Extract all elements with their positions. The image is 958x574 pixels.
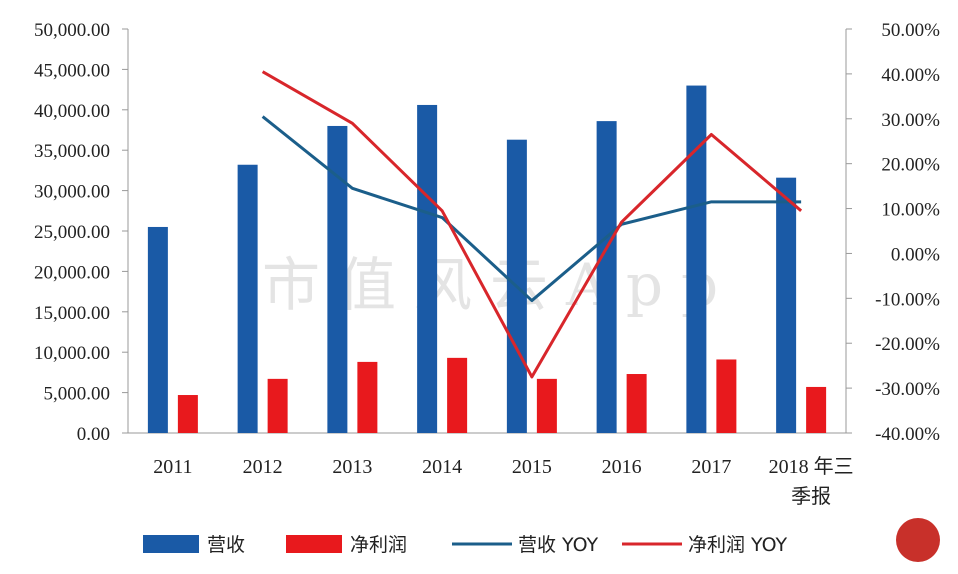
bar-净利润-2018 年三季报 — [806, 386, 827, 433]
x-tick-label: 2018 年三 — [769, 455, 854, 478]
right-tick-label: 50.00% — [881, 20, 940, 41]
chart-lines — [261, 70, 803, 379]
bar-营收-2011 — [147, 226, 168, 433]
x-tick-label: 2015 — [512, 456, 552, 478]
left-tick-label: 10,000.00 — [34, 343, 110, 364]
right-tick-label: 40.00% — [881, 65, 940, 86]
legend-swatch-净利润 — [286, 535, 342, 553]
bar-营收-2016 — [596, 121, 617, 433]
right-tick-label: -30.00% — [875, 379, 940, 400]
legend-swatch-营收 — [143, 535, 199, 553]
right-tick-label: -20.00% — [875, 334, 940, 355]
x-tick-label: 2014 — [422, 456, 462, 478]
logo-seal-icon — [896, 518, 940, 562]
right-tick-label: 0.00% — [891, 244, 940, 265]
line-净利润 YOY — [261, 70, 803, 379]
line-营收 YOY — [261, 115, 802, 303]
right-tick-label: -10.00% — [875, 289, 940, 310]
bar-营收-2014 — [417, 104, 438, 434]
x-tick-label: 季报 — [791, 485, 831, 508]
right-tick-label: 30.00% — [881, 110, 940, 131]
left-tick-label: 35,000.00 — [34, 141, 110, 162]
chart-bars — [147, 85, 827, 434]
left-tick-label: 5,000.00 — [44, 384, 111, 405]
left-tick-label: 50,000.00 — [34, 20, 110, 41]
left-tick-label: 40,000.00 — [34, 101, 110, 122]
legend-label: 净利润 YOY — [688, 534, 788, 556]
legend-label: 净利润 — [350, 534, 407, 556]
x-tick-label: 2016 — [602, 456, 642, 478]
x-tick-label: 2011 — [153, 456, 192, 478]
legend-label: 营收 — [207, 534, 245, 556]
left-tick-label: 15,000.00 — [34, 303, 110, 324]
legend-label: 营收 YOY — [518, 534, 599, 556]
bar-营收-2018 年三季报 — [776, 177, 797, 433]
x-tick-label: 2012 — [243, 456, 283, 478]
x-tick-label: 2013 — [332, 456, 372, 478]
bar-营收-2013 — [327, 125, 348, 434]
right-tick-label: 20.00% — [881, 155, 940, 176]
x-tick-label: 2017 — [691, 456, 731, 478]
right-tick-label: -40.00% — [875, 424, 940, 445]
bar-净利润-2012 — [267, 378, 288, 433]
bar-净利润-2011 — [177, 395, 198, 433]
chart-axes: 0.00 5,000.00 10,000.00 15,000.00 20,000.00 2… — [34, 20, 940, 445]
right-tick-label: 10.00% — [881, 200, 940, 221]
bar-净利润-2016 — [626, 374, 647, 433]
bar-营收-2012 — [237, 164, 258, 433]
left-tick-label: 30,000.00 — [34, 182, 110, 203]
left-tick-label: 45,000.00 — [34, 60, 110, 81]
left-tick-label: 20,000.00 — [34, 262, 110, 283]
bar-净利润-2017 — [716, 359, 737, 433]
legend: 营收 净利润 营收 YOY 净利润 YOY — [143, 534, 788, 556]
left-tick-label: 0.00 — [77, 424, 110, 445]
bar-净利润-2015 — [536, 378, 557, 433]
bar-净利润-2014 — [447, 357, 468, 433]
bar-净利润-2013 — [357, 361, 378, 433]
left-tick-label: 25,000.00 — [34, 222, 110, 243]
bar-营收-2017 — [686, 85, 707, 433]
